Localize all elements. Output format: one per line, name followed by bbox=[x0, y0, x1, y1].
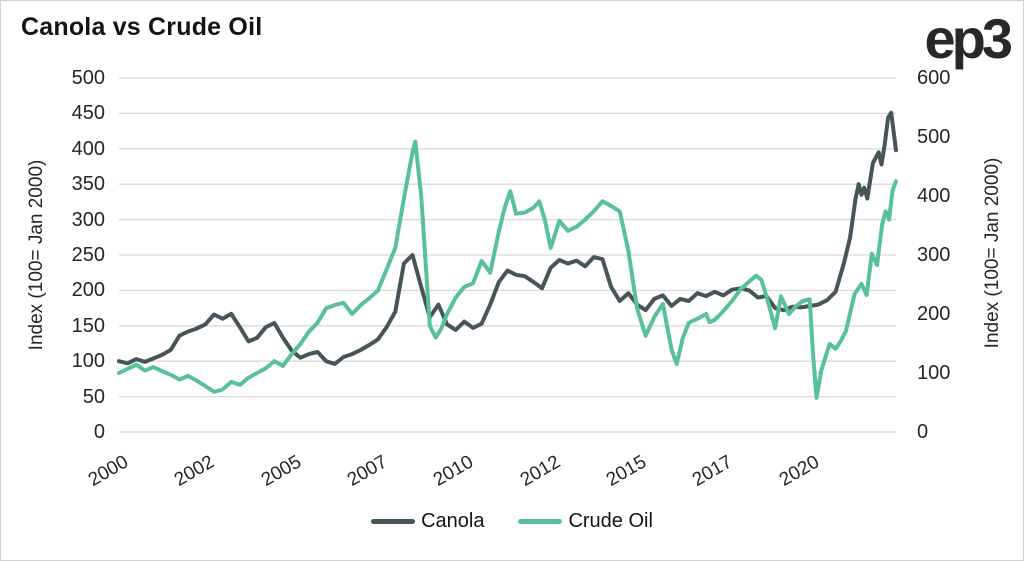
left-axis-tick-label: 400 bbox=[71, 137, 105, 160]
canola-line-swatch bbox=[371, 519, 416, 524]
left-axis-tick-label: 50 bbox=[82, 385, 105, 408]
legend: Canola Crude Oil bbox=[1, 510, 1023, 533]
chart-svg bbox=[117, 77, 898, 433]
chart-title: Canola vs Crude Oil bbox=[21, 13, 263, 41]
left-axis-tick-label: 450 bbox=[71, 102, 105, 125]
right-axis-tick-label: 100 bbox=[917, 362, 951, 384]
legend-item-canola: Canola bbox=[371, 510, 484, 533]
right-axis-tick-label: 300 bbox=[917, 244, 951, 266]
legend-label-crude-oil: Crude Oil bbox=[568, 510, 653, 532]
left-axis-tick-label: 150 bbox=[71, 314, 105, 337]
ep3-logo: ep3 bbox=[924, 7, 1013, 70]
left-axis-tick-label: 500 bbox=[71, 67, 105, 89]
crude-oil-line-swatch bbox=[518, 519, 563, 524]
right-axis-tick-label: 200 bbox=[917, 303, 951, 325]
left-axis-tick-label: 250 bbox=[71, 244, 105, 266]
left-axis-tick-label: 100 bbox=[71, 350, 105, 373]
left-axis-tick-label: 350 bbox=[71, 173, 105, 196]
series-line-canola bbox=[117, 110, 898, 366]
left-axis-tick-label: 0 bbox=[93, 421, 105, 443]
right-axis-tick-label: 400 bbox=[917, 185, 951, 207]
left-axis-tick-label: 300 bbox=[71, 208, 105, 231]
legend-item-crude-oil: Crude Oil bbox=[518, 510, 653, 533]
right-axis-tick-label: 500 bbox=[917, 126, 951, 148]
right-axis-tick-label: 600 bbox=[917, 67, 951, 89]
plot-area bbox=[117, 77, 898, 433]
series-line-crude-oil bbox=[117, 139, 898, 400]
legend-label-canola: Canola bbox=[421, 510, 485, 532]
left-axis-tick-label: 200 bbox=[71, 279, 105, 302]
right-axis-tick-label: 0 bbox=[917, 421, 929, 443]
